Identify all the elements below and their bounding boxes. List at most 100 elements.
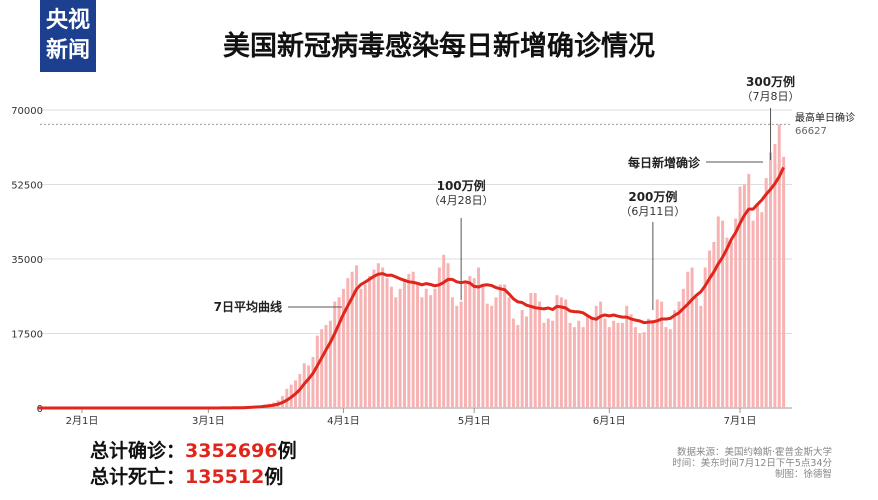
- daily-bar: [603, 318, 607, 408]
- daily-bar: [729, 241, 733, 408]
- daily-bar: [586, 314, 590, 408]
- x-tick-label: 7月1日: [724, 415, 757, 427]
- daily-bar: [716, 216, 720, 408]
- daily-bar: [442, 254, 446, 408]
- daily-bar: [599, 301, 603, 408]
- daily-bar: [437, 267, 441, 408]
- daily-bar: [668, 329, 672, 408]
- deaths-unit: 例: [264, 466, 284, 488]
- time-line: 时间：美东时间7月12日下午5点34分: [672, 458, 832, 469]
- daily-bar: [477, 267, 481, 408]
- cctv-news-logo: 央视 新闻: [40, 0, 96, 72]
- daily-bar: [320, 329, 324, 408]
- confirmed-label: 总计确诊：: [90, 440, 186, 462]
- daily-bar: [381, 267, 385, 408]
- x-tick-label: 3月1日: [192, 415, 225, 427]
- chart-title: 美国新冠病毒感染每日新增确诊情况: [223, 31, 655, 62]
- daily-bar: [450, 297, 454, 408]
- milestone-date: （6月11日）: [620, 205, 685, 218]
- daily-bar: [455, 305, 459, 408]
- daily-bar: [590, 316, 594, 408]
- total-deaths: 总计死亡：135512例: [90, 462, 283, 489]
- daily-bar: [389, 286, 393, 408]
- x-tick-label: 5月1日: [458, 415, 491, 427]
- deaths-value: 135512: [185, 466, 265, 488]
- daily-bar: [629, 314, 633, 408]
- daily-bar: [472, 278, 476, 408]
- daily-bar: [311, 356, 315, 408]
- daily-bar: [429, 295, 433, 408]
- daily-bar: [690, 267, 694, 408]
- daily-bar: [385, 278, 389, 408]
- y-tick-label: 17500: [11, 330, 43, 341]
- daily-bar: [677, 301, 681, 408]
- daily-bar: [664, 327, 668, 408]
- daily-bar: [538, 301, 542, 408]
- daily-bar: [494, 297, 498, 408]
- source-line: 数据来源：美国约翰斯·霍普金斯大学: [676, 447, 832, 458]
- daily-bar: [769, 152, 773, 408]
- daily-bar: [647, 318, 651, 408]
- deaths-label: 总计死亡：: [90, 466, 186, 488]
- daily-bar: [463, 282, 467, 408]
- daily-bar: [490, 305, 494, 408]
- daily-bar: [468, 276, 472, 408]
- daily-bar: [694, 297, 698, 408]
- total-confirmed: 总计确诊：3352696例: [90, 436, 297, 463]
- daily-bar: [459, 301, 463, 408]
- daily-bar: [533, 293, 537, 408]
- daily-bar: [546, 318, 550, 408]
- daily-bar: [703, 267, 707, 408]
- daily-bar: [651, 320, 655, 408]
- daily-bar: [721, 220, 725, 408]
- daily-bar: [520, 310, 524, 408]
- x-tick-label: 2月1日: [66, 415, 99, 427]
- daily-bar: [616, 322, 620, 408]
- daily-bar: [355, 265, 359, 408]
- daily-bar: [620, 322, 624, 408]
- daily-bar: [633, 327, 637, 408]
- daily-bar: [673, 310, 677, 408]
- daily-series-label: 每日新增确诊: [628, 155, 701, 170]
- daily-bar: [638, 333, 642, 408]
- daily-bar: [368, 276, 372, 408]
- daily-bar: [734, 218, 738, 408]
- daily-bar: [411, 271, 415, 408]
- author-line: 制图：徐德智: [774, 469, 832, 480]
- daily-bar: [572, 327, 576, 408]
- daily-bar: [607, 327, 611, 408]
- daily-bar: [328, 320, 332, 408]
- daily-bar: [625, 305, 629, 408]
- daily-bar: [577, 320, 581, 408]
- daily-bar: [699, 305, 703, 408]
- milestone-label: 100万例: [437, 178, 486, 193]
- daily-bar: [742, 184, 746, 408]
- daily-bar: [503, 284, 507, 408]
- daily-bar: [660, 301, 664, 408]
- daily-bar: [433, 288, 437, 408]
- daily-bar: [777, 124, 781, 408]
- y-tick-label: 70000: [11, 106, 43, 117]
- daily-bar: [708, 250, 712, 408]
- max-daily-label: 最高单日确诊: [795, 111, 855, 124]
- daily-bar: [529, 293, 533, 408]
- daily-bar: [542, 322, 546, 408]
- seven-day-average-line: [38, 166, 785, 410]
- y-tick-label: 35000: [11, 255, 43, 266]
- daily-bar: [402, 280, 406, 408]
- daily-bar: [581, 327, 585, 408]
- daily-bar: [568, 322, 572, 408]
- daily-bar: [424, 288, 428, 408]
- daily-bar: [420, 297, 424, 408]
- daily-bar: [363, 284, 367, 408]
- daily-bar: [612, 320, 616, 408]
- daily-bar: [564, 299, 568, 408]
- daily-bar: [359, 288, 363, 408]
- daily-bar: [551, 320, 555, 408]
- milestone-date: （4月28日）: [429, 194, 494, 207]
- daily-bar: [511, 318, 515, 408]
- daily-bar: [307, 365, 311, 408]
- daily-bar: [555, 295, 559, 408]
- daily-bar: [324, 324, 328, 408]
